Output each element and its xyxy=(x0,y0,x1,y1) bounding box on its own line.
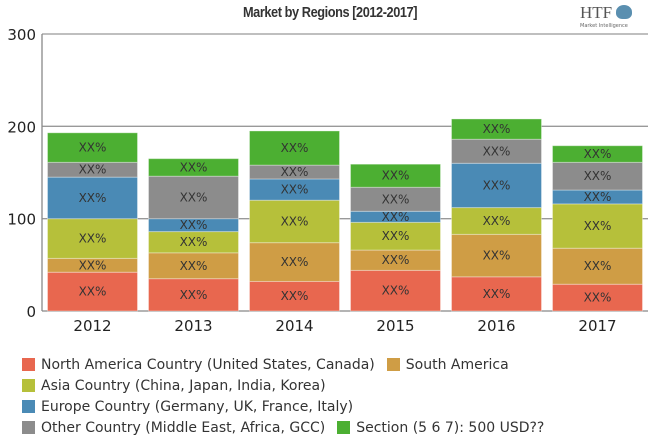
segment-label: XX% xyxy=(382,284,410,298)
legend-item-other[interactable]: Other Country (Middle East, Africa, GCC) xyxy=(22,420,325,436)
bar-segment xyxy=(47,176,138,220)
x-tick-label: 2014 xyxy=(275,317,313,335)
legend-swatch xyxy=(22,400,35,413)
legend-swatch xyxy=(337,421,351,434)
segment-label: XX% xyxy=(584,291,612,305)
segment-label: XX% xyxy=(79,141,107,155)
bar-segment xyxy=(552,283,643,312)
segment-label: XX% xyxy=(281,165,309,179)
x-tick-label: 2017 xyxy=(578,317,616,335)
bar-segment xyxy=(350,163,441,188)
legend-swatch xyxy=(22,358,35,371)
x-tick-label: 2013 xyxy=(174,317,212,335)
segment-label: XX% xyxy=(281,183,309,197)
bar-segment xyxy=(47,161,138,178)
bar-segment xyxy=(249,280,340,312)
legend-swatch xyxy=(22,379,35,392)
bar-segment xyxy=(148,218,239,233)
bar-segment xyxy=(451,233,542,278)
segment-label: XX% xyxy=(180,160,208,174)
segment-label: XX% xyxy=(79,258,107,272)
stacked-bar-chart: 0 100 200 300 XX% XX% XX% XX% XX% XX% 2012 XX% XX% XX… xyxy=(7,26,648,335)
segment-label: XX% xyxy=(180,288,208,302)
x-tick-label: 2015 xyxy=(376,317,414,335)
logo-icon xyxy=(616,5,632,19)
segment-label: XX% xyxy=(180,259,208,273)
bar-segment xyxy=(552,145,643,163)
legend-item-europe[interactable]: Europe Country (Germany, UK, France, Ita… xyxy=(22,399,353,415)
bar-segment xyxy=(350,221,441,251)
bar-segment xyxy=(148,158,239,177)
bar-segment xyxy=(552,161,643,191)
segment-label: XX% xyxy=(382,192,410,206)
y-tick-label: 300 xyxy=(7,26,36,44)
segment-label: XX% xyxy=(382,229,410,243)
legend-item-north-america[interactable]: North America Country (United States, Ca… xyxy=(22,357,375,373)
segment-label: XX% xyxy=(281,141,309,155)
segment-label: XX% xyxy=(180,218,208,232)
segment-label: XX% xyxy=(180,190,208,204)
legend-item-south-america[interactable]: South America xyxy=(386,357,509,373)
segment-label: XX% xyxy=(584,147,612,161)
segment-label: XX% xyxy=(281,214,309,228)
bar-segment xyxy=(552,247,643,285)
bar-segment xyxy=(451,276,542,312)
legend-item-section[interactable]: Section (5 6 7): 500 USD?? xyxy=(337,420,544,436)
bar-segment xyxy=(249,242,340,282)
segment-label: XX% xyxy=(584,190,612,204)
legend-swatch xyxy=(22,421,35,434)
segment-label: XX% xyxy=(180,235,208,249)
segment-label: XX% xyxy=(483,214,511,228)
htf-logo: HTF Market Intelligence xyxy=(580,3,640,31)
bar-segment xyxy=(350,269,441,312)
bar-segment xyxy=(47,132,138,163)
bar-segment xyxy=(148,278,239,312)
bar-segment xyxy=(47,271,138,312)
segment-label: XX% xyxy=(483,122,511,136)
segment-label: XX% xyxy=(483,144,511,158)
x-tick-label: 2016 xyxy=(477,317,515,335)
segment-label: XX% xyxy=(281,255,309,269)
legend-swatch xyxy=(386,358,400,371)
bar-segment xyxy=(552,203,643,249)
segment-label: XX% xyxy=(79,163,107,177)
bar-segment xyxy=(451,162,542,209)
segment-label: XX% xyxy=(281,289,309,303)
x-tick-label: 2012 xyxy=(73,317,111,335)
legend: North America Country (United States, Ca… xyxy=(22,354,556,438)
segment-label: XX% xyxy=(382,169,410,183)
segment-label: XX% xyxy=(483,178,511,192)
segment-label: XX% xyxy=(584,219,612,233)
chart-title: Market by Regions [2012-2017] xyxy=(242,4,418,21)
bar-segment xyxy=(451,138,542,164)
segment-label: XX% xyxy=(79,285,107,299)
segment-label: XX% xyxy=(584,169,612,183)
bar-segment xyxy=(148,252,239,280)
y-tick-label: 0 xyxy=(26,303,36,321)
segment-label: XX% xyxy=(483,287,511,301)
segment-label: XX% xyxy=(382,210,410,224)
segment-label: XX% xyxy=(79,191,107,205)
segment-label: XX% xyxy=(79,232,107,246)
bar-segment xyxy=(249,130,340,166)
y-tick-label: 200 xyxy=(7,118,36,136)
segment-label: XX% xyxy=(483,249,511,263)
bar-segment xyxy=(451,207,542,235)
y-tick-label: 100 xyxy=(7,211,36,229)
segment-label: XX% xyxy=(382,253,410,267)
legend-item-asia[interactable]: Asia Country (China, Japan, India, Korea… xyxy=(22,378,326,394)
segment-label: XX% xyxy=(584,259,612,273)
bar-segment xyxy=(451,118,542,140)
